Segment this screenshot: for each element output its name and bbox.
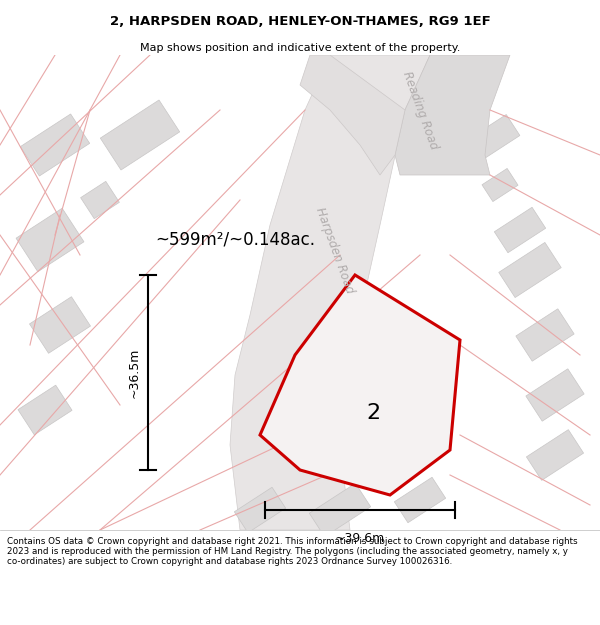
- Bar: [310, 483, 371, 537]
- Bar: [100, 100, 180, 170]
- Bar: [80, 181, 119, 219]
- Polygon shape: [260, 275, 460, 495]
- Text: ~599m²/~0.148ac.: ~599m²/~0.148ac.: [155, 231, 315, 249]
- Bar: [526, 369, 584, 421]
- Text: Harpsden Road: Harpsden Road: [313, 205, 356, 295]
- Bar: [526, 429, 584, 481]
- Bar: [394, 478, 446, 522]
- Text: Contains OS data © Crown copyright and database right 2021. This information is : Contains OS data © Crown copyright and d…: [7, 537, 578, 566]
- Bar: [235, 488, 286, 532]
- Bar: [16, 208, 84, 272]
- Text: Map shows position and indicative extent of the property.: Map shows position and indicative extent…: [140, 43, 460, 53]
- Bar: [20, 114, 89, 176]
- Text: Reading Road: Reading Road: [400, 69, 440, 151]
- Polygon shape: [230, 55, 430, 530]
- Bar: [482, 169, 518, 201]
- Text: 2, HARPSDEN ROAD, HENLEY-ON-THAMES, RG9 1EF: 2, HARPSDEN ROAD, HENLEY-ON-THAMES, RG9 …: [110, 16, 490, 28]
- Bar: [494, 208, 545, 252]
- Bar: [499, 242, 561, 298]
- Bar: [516, 309, 574, 361]
- Bar: [29, 297, 91, 353]
- Bar: [316, 371, 404, 449]
- Text: 2: 2: [367, 403, 380, 423]
- Bar: [18, 385, 72, 435]
- Bar: [460, 114, 520, 166]
- Text: ~39.6m: ~39.6m: [335, 532, 385, 545]
- Text: ~36.5m: ~36.5m: [128, 348, 140, 398]
- Polygon shape: [300, 55, 405, 175]
- Polygon shape: [395, 55, 510, 175]
